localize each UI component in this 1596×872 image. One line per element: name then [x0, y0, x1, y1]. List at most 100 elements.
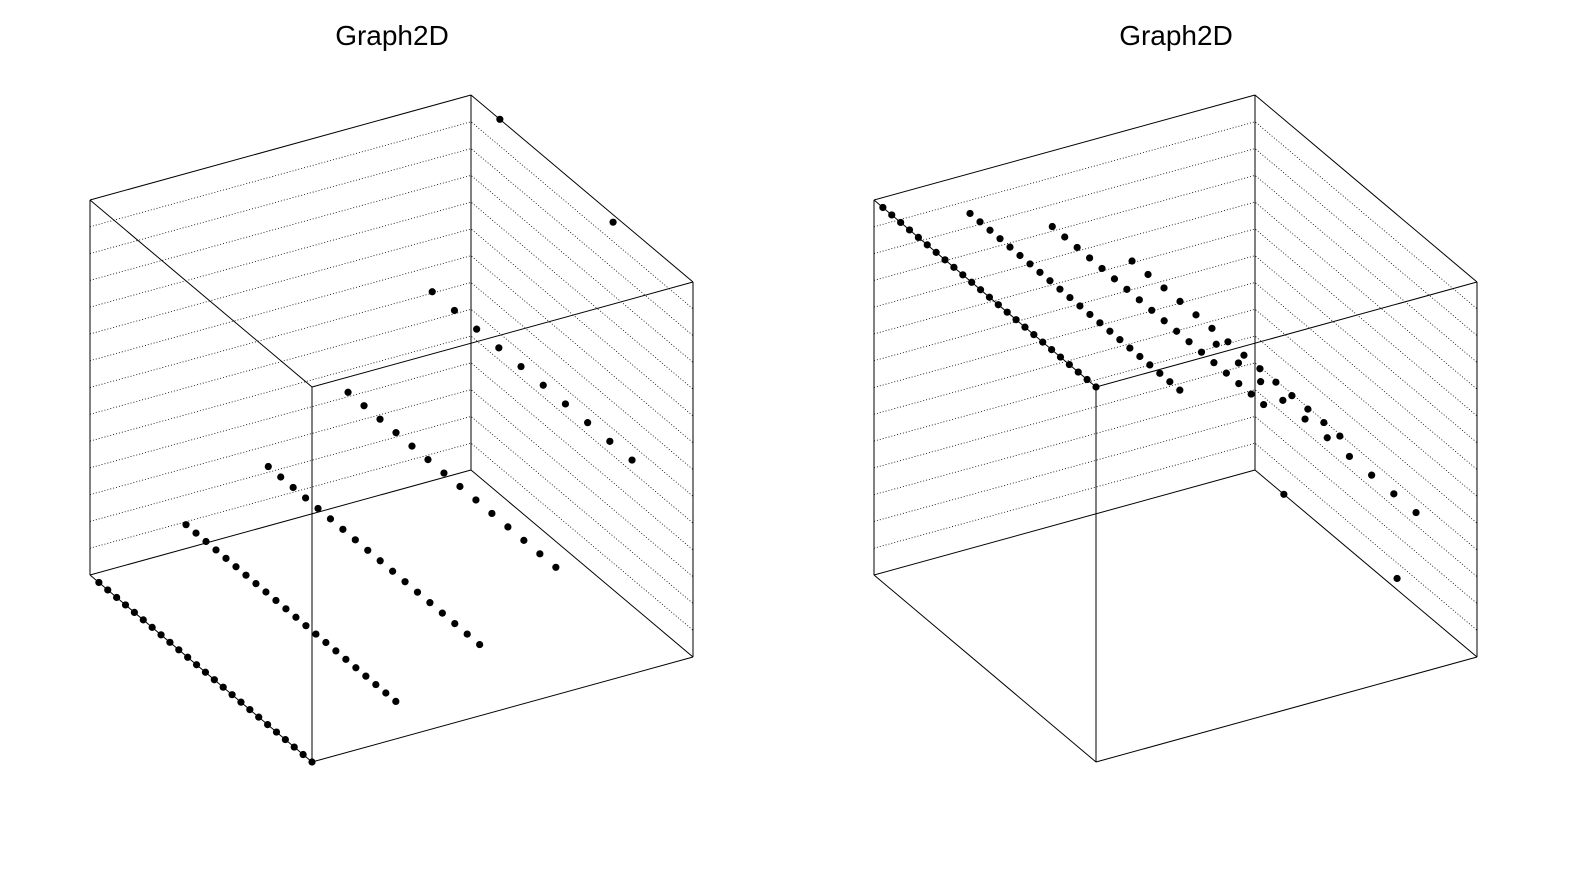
point: [606, 437, 614, 445]
point: [1056, 353, 1065, 361]
point: [264, 721, 272, 729]
point: [360, 402, 368, 410]
point: [1320, 418, 1328, 427]
wall-line: [873, 389, 1478, 577]
point: [950, 263, 958, 271]
point: [130, 608, 138, 617]
box-edge: [470, 94, 694, 283]
point: [1176, 386, 1184, 394]
point: [376, 557, 384, 565]
point: [201, 668, 210, 676]
point: [401, 578, 409, 586]
point: [976, 286, 985, 294]
box-edge: [1095, 281, 1478, 388]
point: [1083, 375, 1091, 384]
point: [424, 455, 432, 464]
box-edge: [873, 94, 1256, 201]
point: [1065, 360, 1073, 369]
point: [301, 494, 310, 502]
wall-line: [873, 335, 1478, 524]
box-edge: [311, 656, 694, 763]
point: [1247, 390, 1255, 398]
point: [1260, 400, 1268, 409]
point: [1136, 352, 1144, 361]
point: [1235, 380, 1243, 388]
point: [246, 706, 254, 714]
point: [392, 429, 400, 437]
point: [1257, 378, 1265, 386]
point: [184, 653, 192, 661]
box-edge: [89, 469, 472, 576]
point: [879, 203, 887, 212]
wall-line: [89, 228, 694, 417]
wall-line: [89, 415, 694, 604]
point: [212, 546, 220, 554]
point: [476, 640, 484, 649]
point: [342, 655, 350, 663]
point: [362, 672, 370, 680]
point: [1323, 434, 1331, 442]
point: [561, 400, 570, 408]
wall-line: [89, 174, 694, 363]
point: [364, 546, 372, 554]
point: [1016, 251, 1024, 260]
point: [308, 758, 316, 766]
point: [1110, 275, 1119, 283]
wall-line: [873, 282, 1478, 470]
point: [472, 496, 480, 504]
point: [351, 536, 359, 544]
point: [413, 588, 422, 596]
point: [488, 509, 496, 518]
point: [1173, 327, 1181, 335]
point: [1076, 302, 1084, 310]
point: [941, 256, 949, 264]
point: [277, 473, 285, 481]
point: [1160, 284, 1168, 292]
wall-line: [89, 335, 694, 524]
point: [426, 599, 434, 607]
point: [1066, 293, 1074, 302]
point: [302, 622, 310, 630]
point: [1345, 452, 1354, 461]
point: [322, 638, 330, 647]
point: [272, 728, 281, 736]
point: [121, 601, 130, 609]
point: [1166, 378, 1174, 386]
point: [166, 638, 174, 646]
point: [1126, 344, 1134, 352]
point: [290, 743, 298, 751]
chart-title: Graph2D: [1119, 20, 1233, 51]
point: [520, 536, 528, 544]
point: [237, 698, 245, 706]
point: [352, 664, 360, 672]
wall-line: [89, 255, 694, 444]
point: [1012, 316, 1020, 324]
point: [584, 419, 592, 427]
point: [292, 613, 300, 621]
wall-line: [89, 148, 694, 336]
point: [252, 579, 260, 588]
point: [994, 301, 1002, 309]
point: [1003, 308, 1011, 316]
point: [408, 442, 416, 450]
point: [1185, 338, 1193, 346]
point: [1026, 260, 1034, 268]
point: [1048, 346, 1056, 354]
point: [517, 362, 525, 371]
point: [376, 415, 384, 423]
point: [1234, 359, 1243, 367]
point: [1390, 490, 1398, 498]
point: [438, 609, 446, 617]
point: [1272, 378, 1280, 386]
point: [888, 211, 896, 219]
point: [1135, 296, 1143, 304]
point: [326, 515, 335, 523]
point: [996, 235, 1004, 243]
point: [104, 586, 112, 594]
point: [552, 563, 560, 571]
point: [332, 647, 340, 655]
point: [289, 483, 297, 492]
point: [1098, 264, 1106, 273]
box-edge: [89, 94, 472, 201]
wall-line: [89, 201, 694, 390]
